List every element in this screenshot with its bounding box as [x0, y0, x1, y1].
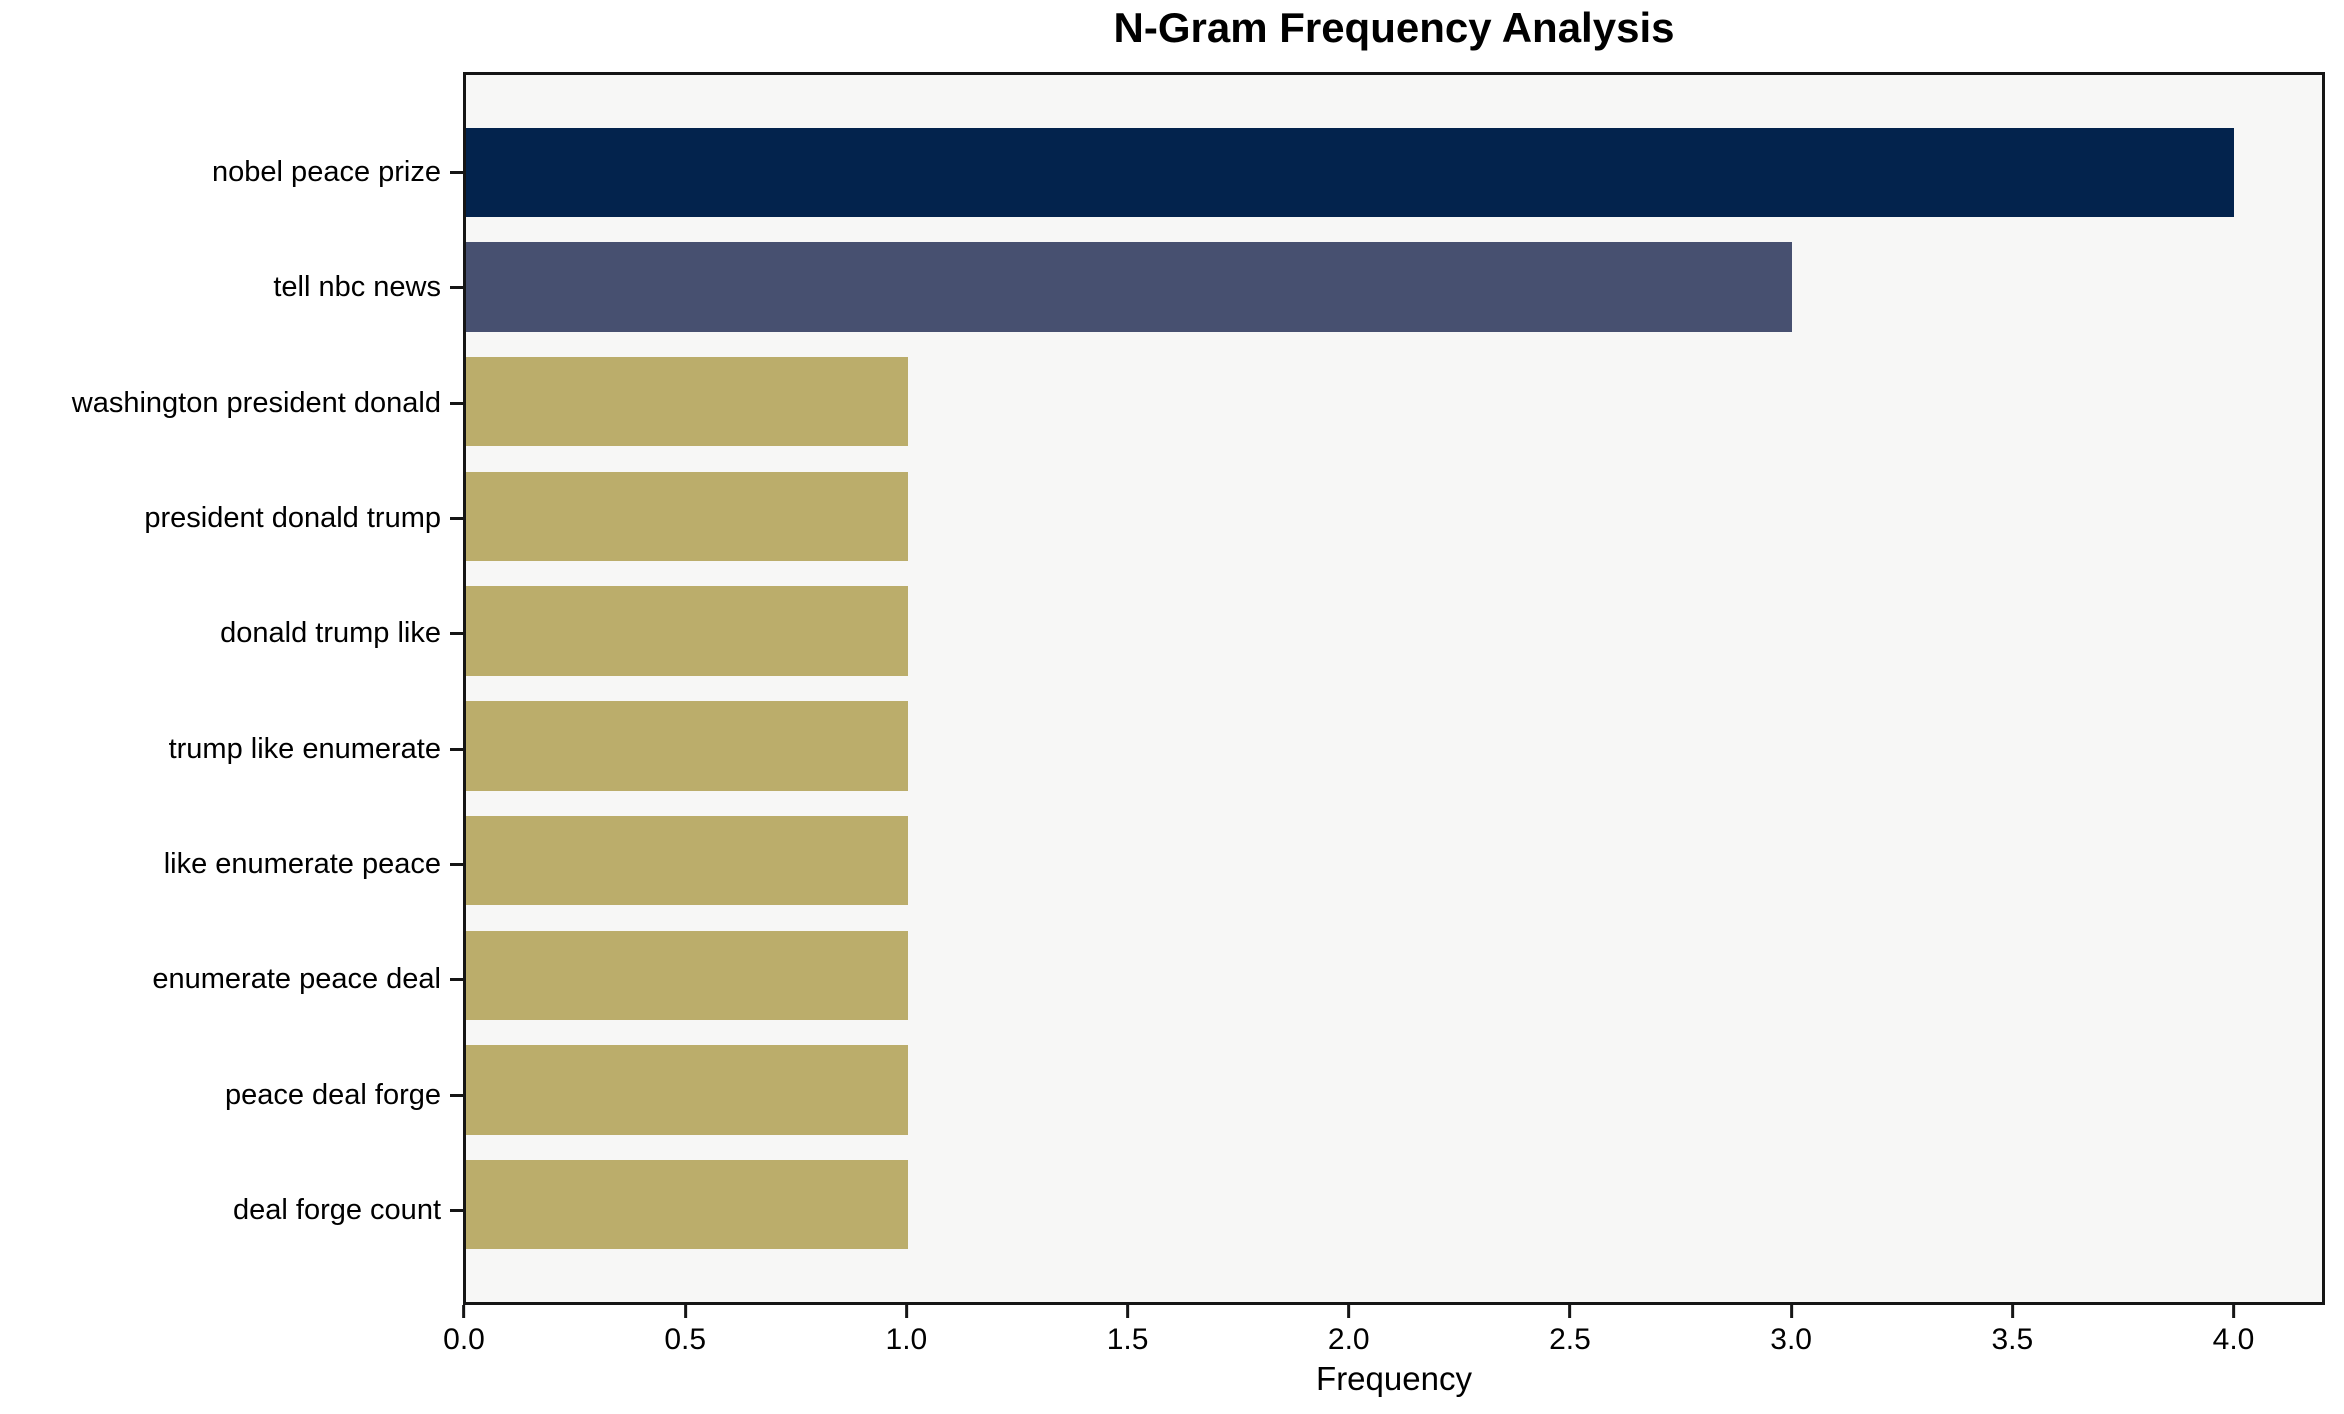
x-tick-icon	[1789, 1305, 1793, 1318]
x-tick-label: 1.5	[1106, 1323, 1149, 1356]
x-tick-label: 3.0	[1770, 1323, 1812, 1356]
y-tick-icon	[450, 286, 463, 290]
y-axis-row: donald trump like	[0, 576, 463, 691]
bar-row	[466, 344, 2322, 459]
bar-row	[466, 115, 2322, 230]
y-axis-row: trump like enumerate	[0, 691, 463, 806]
bar-nobel-peace-prize	[466, 127, 2234, 218]
bar-row	[466, 689, 2322, 804]
x-tick-icon	[1568, 1305, 1572, 1318]
y-tick-icon	[450, 632, 463, 636]
x-tick-label: 4.0	[2212, 1323, 2255, 1356]
x-tick-label: 0.0	[443, 1323, 485, 1356]
y-axis-label: deal forge count	[233, 1193, 441, 1226]
bar-enumerate-peace-deal	[466, 930, 908, 1020]
x-tick: 1.5	[1106, 1305, 1149, 1357]
y-tick-icon	[450, 862, 463, 866]
y-tick-icon	[450, 171, 463, 175]
x-tick-icon	[1347, 1305, 1351, 1318]
y-axis-label: washington president donald	[71, 386, 441, 419]
x-tick: 4.0	[2212, 1305, 2255, 1357]
y-axis-label: like enumerate peace	[163, 847, 441, 880]
x-tick-icon	[683, 1305, 687, 1318]
x-tick-icon	[1126, 1305, 1130, 1318]
x-tick: 1.0	[885, 1305, 928, 1357]
x-tick: 3.0	[1770, 1305, 1812, 1357]
y-axis-label: trump like enumerate	[168, 732, 441, 765]
x-tick: 2.0	[1328, 1305, 1370, 1357]
x-tick: 3.5	[1991, 1305, 2033, 1357]
x-tick-label: 3.5	[1991, 1323, 2034, 1356]
y-axis-label: peace deal forge	[224, 1078, 441, 1111]
bars-container	[466, 115, 2322, 1262]
x-tick: 0.5	[664, 1305, 706, 1357]
bar-washington-president-donald	[466, 357, 908, 447]
y-axis-label: nobel peace prize	[212, 156, 441, 189]
y-axis-label: tell nbc news	[273, 271, 441, 304]
x-axis-label: Frequency	[1316, 1360, 1472, 1397]
y-axis-row: deal forge count	[0, 1153, 463, 1268]
x-tick: 0.0	[443, 1305, 485, 1357]
y-tick-icon	[450, 978, 463, 982]
bar-peace-deal-forge	[466, 1045, 908, 1135]
bar-tell-nbc-news	[466, 242, 1792, 332]
x-tick: 2.5	[1549, 1305, 1591, 1357]
bar-row	[466, 918, 2322, 1033]
bar-row	[466, 1033, 2322, 1148]
y-axis-row: tell nbc news	[0, 230, 463, 345]
x-tick-label: 2.0	[1327, 1323, 1370, 1356]
y-tick-icon	[450, 1208, 463, 1212]
y-tick-icon	[450, 1093, 463, 1097]
x-tick-icon	[462, 1305, 466, 1318]
bar-trump-like-enumerate	[466, 701, 908, 791]
chart-title: N-Gram Frequency Analysis	[1113, 4, 1675, 51]
y-axis-row: like enumerate peace	[0, 807, 463, 922]
bar-row	[466, 459, 2322, 574]
x-tick-label: 2.5	[1549, 1323, 1591, 1356]
y-tick-icon	[450, 517, 463, 521]
x-tick-label: 1.0	[885, 1323, 928, 1356]
x-tick-icon	[2010, 1305, 2014, 1318]
y-axis-label: president donald trump	[144, 502, 441, 535]
y-axis-label: enumerate peace deal	[152, 963, 441, 996]
y-axis-row: washington president donald	[0, 346, 463, 461]
plot-area	[463, 72, 2325, 1305]
y-axis-labels: nobel peace prize tell nbc news washingt…	[0, 115, 463, 1268]
bar-president-donald-trump	[466, 471, 908, 562]
x-tick-label: 0.5	[664, 1323, 707, 1356]
bar-row	[466, 574, 2322, 689]
y-axis-row: president donald trump	[0, 461, 463, 576]
y-axis-label: donald trump like	[220, 617, 441, 650]
x-tick-icon	[904, 1305, 908, 1318]
y-tick-icon	[450, 401, 463, 405]
bar-row	[466, 230, 2322, 345]
y-axis-row: nobel peace prize	[0, 115, 463, 230]
y-axis-row: enumerate peace deal	[0, 922, 463, 1037]
y-tick-icon	[450, 747, 463, 751]
x-axis: 0.0 0.5 1.0 1.5 2.0 2.5 3.0 3.5 4.0	[443, 1305, 2322, 1365]
bar-donald-trump-like	[466, 586, 908, 676]
bar-like-enumerate-peace	[466, 815, 908, 906]
bar-row	[466, 803, 2322, 918]
x-tick-icon	[2232, 1305, 2236, 1318]
y-axis-row: peace deal forge	[0, 1037, 463, 1152]
bar-row	[466, 1147, 2322, 1262]
bar-deal-forge-count	[466, 1159, 908, 1250]
